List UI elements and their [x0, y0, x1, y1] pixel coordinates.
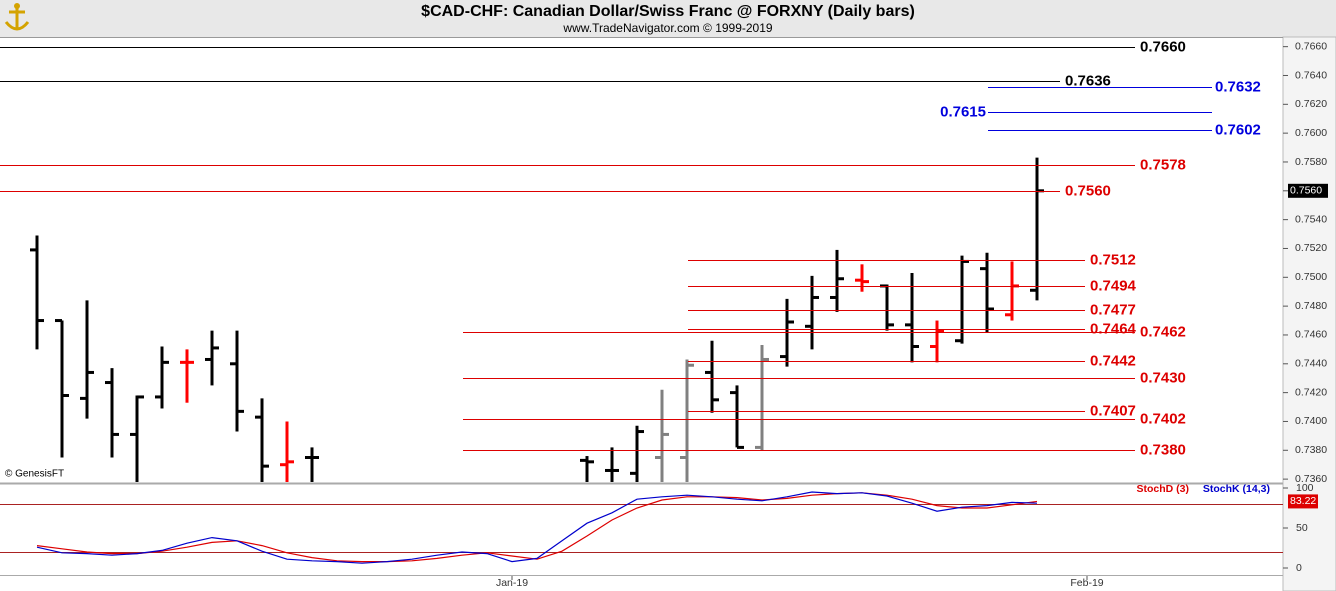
y-tick-label: 0.7460 — [1295, 329, 1327, 341]
level-label: 0.7578 — [1140, 156, 1186, 173]
level-label: 0.7462 — [1140, 323, 1186, 340]
legend-entry: StochK (14,3) — [1203, 483, 1270, 495]
chart-title: $CAD-CHF: Canadian Dollar/Swiss Franc @ … — [421, 3, 915, 20]
y-tick-label: 100 — [1296, 482, 1314, 494]
y-tick-label: 0.7580 — [1295, 156, 1327, 168]
level-label: 0.7560 — [1065, 182, 1111, 199]
level-label: 0.7430 — [1140, 369, 1186, 386]
y-tick-label: 0.7640 — [1295, 69, 1327, 81]
y-tick-label: 0.7400 — [1295, 415, 1327, 427]
y-tick-label: 50 — [1296, 522, 1308, 534]
y-tick-label: 0.7480 — [1295, 300, 1327, 312]
y-tick-label: 0.7380 — [1295, 444, 1327, 456]
x-tick-label: Jan-19 — [496, 577, 528, 589]
y-tick-label: 0.7440 — [1295, 358, 1327, 370]
last-stoch-box — [1288, 494, 1318, 509]
y-tick-label: 0.7620 — [1295, 98, 1327, 110]
legend-entry: StochD (3) — [1137, 483, 1190, 495]
level-label: 0.7636 — [1065, 72, 1111, 89]
level-label: 0.7407 — [1090, 402, 1136, 419]
chart-subtitle: www.TradeNavigator.com © 1999-2019 — [562, 21, 772, 35]
y-tick-label: 0.7520 — [1295, 242, 1327, 254]
stoch-line — [36, 491, 1038, 564]
level-label: 0.7632 — [1215, 78, 1261, 95]
y-tick-label: 0.7500 — [1295, 271, 1327, 283]
last-stoch-label: 83.22 — [1290, 495, 1316, 507]
level-label: 0.7464 — [1090, 320, 1137, 337]
last-price-label: 0.7560 — [1290, 185, 1322, 197]
x-tick-label: Feb-19 — [1070, 577, 1103, 589]
level-label: 0.7512 — [1090, 251, 1136, 268]
last-price-box — [1288, 183, 1328, 198]
level-label: 0.7402 — [1140, 410, 1186, 427]
y-tick-label: 0.7540 — [1295, 213, 1327, 225]
level-label: 0.7494 — [1090, 277, 1137, 294]
level-label: 0.7602 — [1215, 121, 1261, 138]
y-tick-label: 0.7420 — [1295, 386, 1327, 398]
price-bars — [30, 157, 1044, 482]
y-tick-label: 0.7360 — [1295, 473, 1327, 485]
watermark: © GenesisFT — [5, 469, 64, 480]
y-tick-label: 0.7600 — [1295, 127, 1327, 139]
y-tick-label: 0.7660 — [1295, 40, 1327, 52]
level-label: 0.7615 — [940, 103, 986, 120]
level-label: 0.7380 — [1140, 441, 1186, 458]
level-label: 0.7477 — [1090, 301, 1136, 318]
y-tick-label: 0 — [1296, 562, 1302, 574]
level-label: 0.7442 — [1090, 352, 1136, 369]
logo — [4, 3, 30, 31]
level-label: 0.7660 — [1140, 38, 1186, 55]
header-bar — [0, 0, 1336, 37]
